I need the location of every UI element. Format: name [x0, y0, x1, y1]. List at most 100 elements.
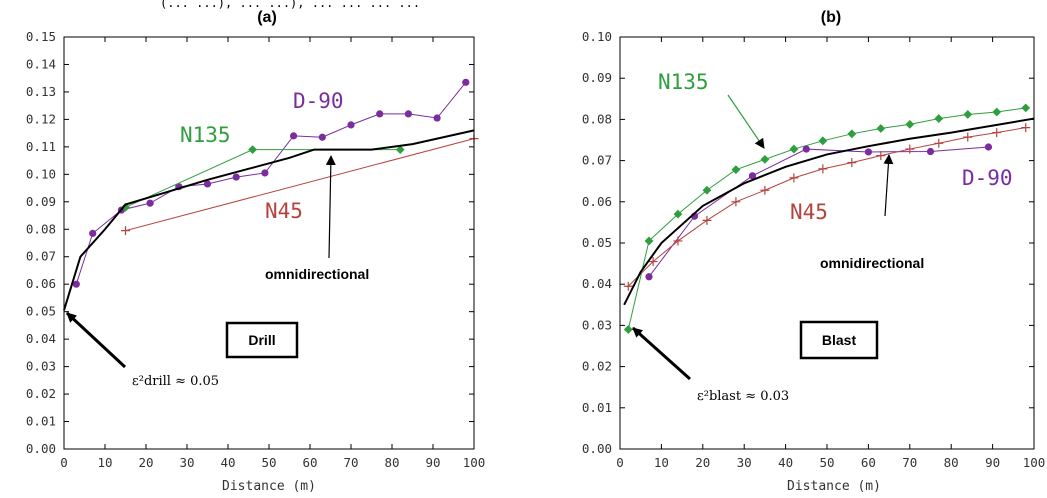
y-tick-label: 0.03: [26, 359, 56, 374]
data-point-d90: [376, 110, 384, 118]
y-tick-label: 0.14: [26, 56, 56, 71]
x-tick-label: 60: [861, 455, 876, 470]
data-point-d90: [404, 110, 412, 118]
panel-a-series: [63, 78, 479, 311]
x-tick-label: 70: [902, 455, 917, 470]
y-tick-label: 0.10: [26, 166, 56, 181]
x-tick-label: 40: [778, 455, 793, 470]
data-point-n45: [760, 185, 770, 195]
y-tick-label: 0.03: [582, 317, 612, 332]
y-tick-label: 0.08: [26, 221, 56, 236]
y-tick-label: 0.02: [26, 386, 56, 401]
y-tick-label: 0.09: [26, 194, 56, 209]
panel-a: (a) 0.00 0.01 0.02 0.03 0.04 0.05 0.06 0.07 0.08…: [26, 9, 485, 494]
data-point-n135: [934, 114, 944, 123]
nugget-arrow-b: [631, 326, 692, 381]
data-point-d90: [203, 180, 212, 188]
data-point-n45: [818, 164, 828, 174]
x-tick-label: 0: [60, 455, 68, 470]
data-point-n45: [963, 132, 973, 142]
x-tick-label: 10: [97, 455, 112, 470]
x-tick-label: 50: [819, 455, 834, 470]
y-tick-label: 0.02: [582, 359, 612, 374]
series-line-omni: [623, 117, 1035, 306]
data-point-d90: [89, 229, 97, 237]
data-point-n135: [992, 107, 1002, 117]
panel-a-title: (a): [257, 9, 277, 26]
data-point-n45: [731, 197, 741, 207]
data-point-n45: [648, 257, 658, 267]
x-tick-label: 0: [616, 455, 624, 470]
data-point-d90: [433, 114, 441, 122]
data-point-d90: [462, 78, 470, 86]
panel-b-plot-frame: [619, 36, 1035, 450]
data-point-d90: [748, 172, 757, 180]
data-point-d90: [802, 145, 810, 153]
data-point-n135: [876, 124, 886, 133]
data-point-n45: [121, 226, 130, 236]
data-point-n45: [876, 151, 886, 161]
data-point-d90: [232, 173, 240, 181]
series-label-n45-b: N45: [790, 200, 828, 224]
data-point-n45: [934, 138, 944, 148]
data-point-n45: [905, 144, 915, 154]
y-tick-label: 0.01: [582, 400, 612, 415]
data-point-n45: [1021, 123, 1031, 133]
x-tick-label: 20: [695, 455, 710, 470]
y-tick-label: 0.00: [26, 441, 56, 456]
data-point-n135: [789, 144, 799, 154]
data-point-n135: [1021, 103, 1031, 113]
data-point-d90: [72, 280, 80, 288]
omnidirectional-arrow-a: [325, 155, 336, 259]
y-tick-label: 0.09: [582, 70, 612, 85]
data-point-d90: [290, 132, 298, 140]
series-label-d90-b: D-90: [962, 166, 1013, 190]
data-point-n135: [731, 165, 741, 175]
data-point-d90: [318, 133, 326, 141]
y-tick-label: 0.07: [26, 249, 56, 264]
y-tick-label: 0.01: [26, 414, 56, 429]
y-tick-label: 0.13: [26, 84, 56, 99]
data-point-n45: [992, 128, 1002, 138]
blast-label: Blast: [822, 332, 857, 348]
panel-b-grid: 0.00 0.01 0.02 0.03 0.04 0.05 0.06 0.07 0.08 0.09…: [582, 29, 1045, 470]
panel-a-x-axis-label: Distance (m): [222, 479, 316, 494]
data-point-d90: [347, 121, 355, 129]
series-label-n135-b: N135: [658, 70, 709, 94]
y-tick-label: 0.06: [582, 194, 612, 209]
drill-label: Drill: [248, 332, 275, 348]
nugget-label-a: ε²drill ≈ 0.05: [132, 374, 219, 389]
x-tick-label: 20: [138, 455, 153, 470]
series-line-n135: [125, 149, 401, 208]
panel-b-x-axis-label: Distance (m): [787, 479, 881, 494]
data-point-n135: [644, 236, 654, 246]
series-label-d90: D-90: [293, 89, 344, 113]
data-point-n135: [121, 202, 130, 212]
x-tick-label: 70: [343, 455, 358, 470]
data-point-d90: [926, 147, 935, 156]
blast-box: [799, 320, 879, 360]
data-point-n45: [702, 215, 712, 225]
y-tick-label: 0.05: [582, 235, 612, 250]
y-tick-label: 0.15: [26, 29, 56, 44]
y-tick-label: 0.07: [582, 153, 612, 168]
data-point-n135: [673, 209, 683, 219]
nugget-arrow-a: [65, 311, 127, 369]
y-tick-label: 0.05: [26, 304, 56, 319]
panel-b: (b) 0.00 0.01 0.02 0.03 0.04 0.05 0.06 0.07 0.08…: [582, 9, 1045, 494]
x-tick-label: 50: [261, 455, 276, 470]
panel-a-grid: 0.00 0.01 0.02 0.03 0.04 0.05 0.06 0.07 0.08 0.09…: [26, 29, 485, 470]
y-tick-label: 0.04: [582, 276, 612, 291]
y-tick-label: 0.06: [26, 276, 56, 291]
panel-b-series: [623, 103, 1035, 334]
data-point-d90: [645, 273, 653, 281]
omnidirectional-arrow-b: [883, 154, 894, 217]
series-line-n45: [125, 138, 475, 232]
data-point-n45: [673, 236, 683, 246]
data-point-n45: [847, 158, 857, 168]
data-point-n45: [623, 281, 633, 291]
x-tick-label: 80: [944, 455, 959, 470]
y-tick-label: 0.11: [26, 139, 56, 154]
y-tick-label: 0.08: [582, 111, 612, 126]
